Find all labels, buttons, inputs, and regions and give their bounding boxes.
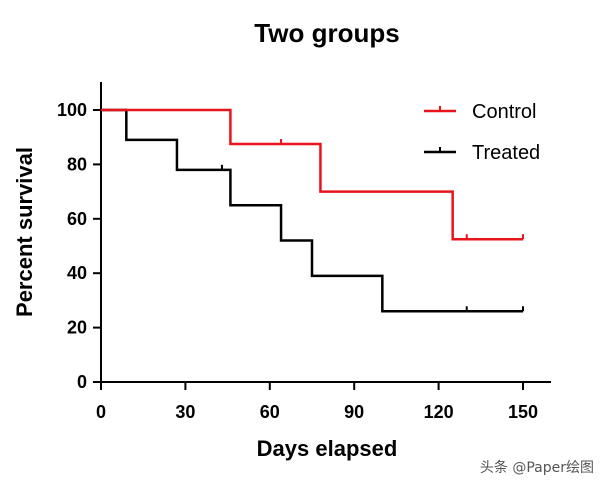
y-tick-label: 40 <box>67 263 87 283</box>
x-axis-label: Days elapsed <box>257 436 398 461</box>
y-tick-label: 60 <box>67 209 87 229</box>
x-tick-label: 90 <box>344 402 364 422</box>
x-tick-label: 0 <box>96 402 106 422</box>
x-tick-label: 150 <box>508 402 538 422</box>
y-tick-label: 100 <box>57 100 87 120</box>
x-tick-label: 60 <box>260 402 280 422</box>
x-axis: 0 30 60 90 120 150 <box>96 381 551 422</box>
series-lines <box>101 108 524 313</box>
y-axis-label: Percent survival <box>12 147 37 317</box>
chart-title: Two groups <box>254 18 399 48</box>
legend-label-treated: Treated <box>472 142 540 164</box>
x-tick-label: 30 <box>175 402 195 422</box>
legend: Control Treated <box>424 101 540 164</box>
watermark-text: 头条 @Paper绘图 <box>480 459 594 476</box>
y-tick-label: 20 <box>67 318 87 338</box>
y-tick-label: 0 <box>77 372 87 392</box>
series-line-control <box>101 108 523 241</box>
series-line-treated <box>101 108 523 313</box>
y-axis: 0 20 40 60 80 100 <box>57 82 102 392</box>
x-tick-label: 120 <box>424 402 454 422</box>
legend-label-control: Control <box>472 101 536 123</box>
y-tick-label: 80 <box>67 154 87 174</box>
